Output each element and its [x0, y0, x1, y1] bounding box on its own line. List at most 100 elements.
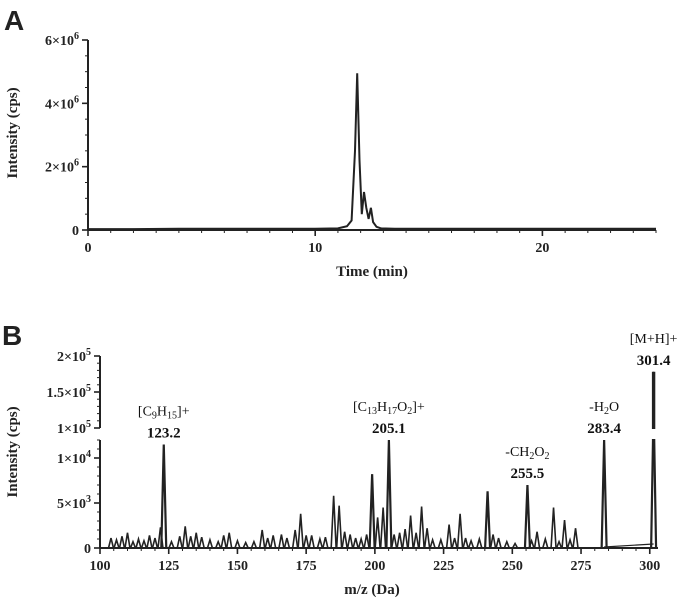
spectrum-peak	[168, 539, 175, 549]
peak-mz-value: 301.4	[637, 353, 671, 369]
spectrum-peak	[600, 439, 608, 549]
y-axis-ticks: 0 5×103 1×104 1×105 1.5×105 2×105	[47, 347, 100, 557]
spectrum-peak	[140, 538, 148, 549]
y-axis-ticks: 0 2×106 4×106 6×106	[45, 31, 88, 239]
spectrum-peak	[523, 484, 532, 549]
y-tick-label: 2×105	[57, 347, 91, 365]
spectrum-peak	[489, 534, 497, 549]
x-tick-label: 150	[227, 559, 248, 574]
spectrum-peak	[396, 532, 403, 549]
spectrum-peak	[451, 537, 458, 549]
spectrum-peak	[561, 520, 568, 549]
peak-mz-value: 123.2	[147, 426, 181, 442]
y-tick-label: 2×106	[45, 158, 79, 176]
peak-label: -CH2​O2​	[505, 445, 549, 462]
panel-a-letter: A	[4, 5, 24, 36]
spectrum-peak	[503, 539, 511, 549]
spectrum-peak	[418, 506, 425, 549]
spectrum-peaks	[107, 371, 658, 549]
y-axis-title: Intensity (cps)	[5, 87, 21, 178]
spectrum-peak	[368, 474, 376, 549]
x-tick-label: 225	[433, 559, 454, 574]
spectrum-peak	[181, 526, 189, 549]
spectrum-peak	[198, 537, 205, 549]
spectrum-peak	[429, 537, 436, 549]
x-tick-label: 0	[85, 241, 92, 256]
y-tick-label: 0	[72, 224, 79, 239]
spectrum-peak	[225, 532, 233, 549]
x-tick-label: 100	[90, 559, 111, 574]
y-axis-title: Intensity (cps)	[5, 406, 21, 497]
spectrum-peak	[495, 537, 502, 549]
y-tick-label: 5×103	[57, 494, 91, 512]
spectrum-peak	[555, 539, 563, 549]
spectrum-peak	[341, 531, 348, 549]
spectrum-peak	[423, 528, 431, 549]
x-tick-label: 175	[296, 559, 317, 574]
x-axis-title: Time (min)	[336, 264, 408, 280]
y-tick-label: 4×106	[45, 94, 79, 112]
chromatogram-panel: A 0 2×106 4×106 6×106 0 10 20 Time (min) Inte…	[4, 5, 657, 280]
spectrum-peak	[511, 541, 519, 549]
spectrum-peak	[308, 535, 315, 549]
x-tick-label: 200	[364, 559, 385, 574]
x-axis-title: m/z (Da)	[344, 582, 399, 598]
spectrum-peak	[302, 535, 310, 549]
peak-label: -H2​O	[589, 400, 619, 417]
peak-mz-value: 255.5	[511, 466, 545, 482]
spectrum-peak	[572, 528, 579, 549]
y-tick-label: 1×104	[57, 449, 91, 467]
mass-spectrum-panel: B 0 5×103 1×104 1×105 1.5×105 2×105 100 125 150…	[2, 320, 677, 598]
spectrum-peak	[346, 534, 354, 549]
spectrum-peak	[258, 529, 266, 549]
spectrum-peak	[220, 535, 227, 549]
spectrum-peak	[187, 536, 194, 549]
spectrum-peak	[146, 535, 153, 549]
spectrum-peak	[528, 538, 535, 549]
spectrum-peak	[412, 532, 420, 549]
peak-label: [C9​H15​]+	[138, 405, 190, 422]
peak-annotations: [C9​H15​]+ 123.2 [C13​H17​O2​]+ 205.1 -CH2​O…	[138, 332, 677, 482]
spectrum-peak	[533, 531, 541, 549]
baseline-segment	[604, 543, 654, 548]
peak-label: [M+H]+	[630, 332, 677, 347]
axis-break-gap	[649, 429, 658, 439]
spectrum-peak	[283, 537, 291, 549]
spectrum-peak	[456, 513, 464, 549]
panel-b-letter: B	[2, 320, 22, 351]
spectrum-peak	[374, 517, 381, 549]
spectrum-peak	[264, 537, 271, 549]
spectrum-peak	[297, 513, 304, 549]
spectrum-peak	[437, 537, 445, 549]
x-tick-label: 275	[571, 559, 592, 574]
x-axis-ticks: 100 125 150 175 200 225 250 275 300	[90, 548, 660, 574]
spectrum-peak	[379, 507, 387, 549]
spectrum-peak	[269, 535, 277, 549]
spectrum-peak	[129, 539, 137, 549]
x-tick-label: 125	[158, 559, 179, 574]
x-tick-label: 300	[639, 559, 660, 574]
spectrum-peak	[352, 537, 359, 549]
spectrum-peak	[467, 538, 475, 549]
spectrum-peak	[550, 507, 557, 549]
spectrum-peak	[124, 532, 131, 549]
spectrum-peak	[390, 534, 398, 549]
spectrum-peak	[357, 535, 365, 549]
spectrum-peak	[278, 534, 285, 549]
spectrum-peak	[385, 439, 393, 549]
spectrum-peak	[176, 536, 183, 549]
spectrum-peak	[484, 491, 492, 549]
chromatogram-trace	[88, 73, 656, 231]
spectrum-peak	[151, 537, 159, 549]
spectrum-peak	[107, 537, 115, 549]
spectrum-peak	[363, 534, 370, 549]
y-tick-label: 6×106	[45, 31, 79, 49]
x-axis-ticks: 0 10 20	[85, 230, 657, 256]
spectrum-peak	[250, 539, 258, 549]
spectrum-peak	[476, 535, 483, 549]
peak-mz-value: 205.1	[372, 421, 406, 437]
spectrum-peak	[445, 524, 453, 549]
y-tick-label: 0	[84, 542, 91, 557]
spectrum-peak	[242, 540, 249, 549]
